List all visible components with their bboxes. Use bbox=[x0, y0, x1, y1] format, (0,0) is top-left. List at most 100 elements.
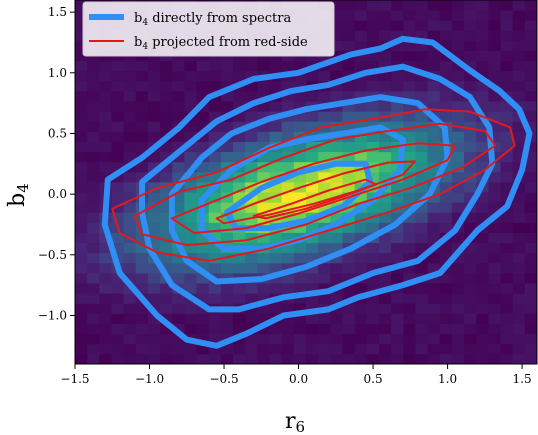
heatmap-cell bbox=[488, 40, 501, 51]
heatmap-cell bbox=[281, 242, 295, 254]
heatmap-cell bbox=[147, 202, 161, 213]
heatmap-cell bbox=[208, 151, 222, 163]
heatmap-cell bbox=[427, 91, 441, 102]
heatmap-cell bbox=[87, 252, 100, 264]
heatmap-cell bbox=[123, 303, 137, 314]
heatmap-cell bbox=[269, 212, 283, 223]
heatmap-cell bbox=[476, 121, 489, 132]
heatmap-cell bbox=[75, 60, 88, 72]
heatmap-cell bbox=[415, 50, 428, 62]
heatmap-cell bbox=[208, 192, 222, 203]
heatmap-cell bbox=[524, 40, 537, 51]
heatmap-cell bbox=[160, 91, 173, 102]
heatmap-cell bbox=[439, 182, 453, 193]
heatmap-cell bbox=[160, 293, 173, 304]
heatmap-cell bbox=[500, 80, 514, 92]
heatmap-cell bbox=[451, 131, 465, 142]
heatmap-cell bbox=[184, 91, 197, 102]
heatmap-cell bbox=[451, 30, 465, 41]
heatmap-cell bbox=[391, 242, 404, 254]
heatmap-cell bbox=[464, 333, 477, 345]
heatmap-cell bbox=[184, 60, 197, 72]
heatmap-cell bbox=[378, 323, 392, 335]
heatmap-cell bbox=[99, 273, 112, 284]
heatmap-cell bbox=[233, 262, 246, 274]
heatmap-cell bbox=[135, 343, 149, 355]
heatmap-cell bbox=[342, 262, 356, 274]
heatmap-cell bbox=[403, 121, 416, 132]
heatmap-cell bbox=[172, 80, 185, 92]
heatmap-cell bbox=[464, 60, 477, 72]
heatmap-cell bbox=[293, 131, 307, 142]
heatmap-cell bbox=[403, 50, 416, 62]
heatmap-cell bbox=[99, 80, 112, 92]
heatmap-cell bbox=[342, 303, 356, 314]
legend-label-red-side: b4 projected from red-side bbox=[134, 35, 308, 52]
heatmap-cell bbox=[172, 222, 185, 233]
heatmap-cell bbox=[318, 343, 331, 355]
heatmap-cell bbox=[500, 343, 514, 355]
heatmap-cell bbox=[476, 242, 489, 254]
heatmap-cell bbox=[354, 0, 368, 11]
heatmap-cell bbox=[476, 40, 489, 51]
heatmap-cell bbox=[500, 60, 514, 72]
heatmap-cell bbox=[111, 151, 125, 163]
heatmap-cell bbox=[427, 60, 441, 72]
heatmap-cell bbox=[111, 333, 125, 345]
heatmap-cell bbox=[87, 171, 100, 183]
heatmap-cell bbox=[123, 252, 137, 264]
heatmap-cell bbox=[330, 111, 343, 122]
heatmap-cell bbox=[415, 202, 428, 213]
heatmap-cell bbox=[245, 171, 258, 183]
heatmap-cell bbox=[111, 293, 125, 304]
heatmap-cell bbox=[439, 202, 453, 213]
heatmap-cell bbox=[233, 91, 246, 102]
heatmap-cell bbox=[123, 121, 137, 132]
heatmap-cell bbox=[403, 182, 416, 193]
heatmap-cell bbox=[123, 60, 137, 72]
heatmap-cell bbox=[451, 50, 465, 62]
heatmap-cell bbox=[500, 131, 514, 142]
heatmap-cell bbox=[147, 70, 161, 82]
heatmap-cell bbox=[488, 293, 501, 304]
heatmap-cell bbox=[318, 151, 331, 163]
heatmap-cell bbox=[196, 121, 210, 132]
heatmap-cell bbox=[257, 343, 270, 355]
heatmap-cell bbox=[257, 60, 270, 72]
heatmap-cell bbox=[415, 60, 428, 72]
heatmap-cell bbox=[123, 182, 137, 193]
heatmap-cell bbox=[403, 70, 416, 82]
heatmap-cell bbox=[524, 273, 537, 284]
heatmap-cell bbox=[220, 232, 234, 244]
heatmap-cell bbox=[281, 121, 295, 132]
heatmap-cell bbox=[87, 273, 100, 284]
heatmap-cell bbox=[488, 91, 501, 102]
heatmap-cell bbox=[318, 91, 331, 102]
red-side-contour-2 bbox=[170, 142, 456, 234]
heatmap-cell bbox=[99, 131, 112, 142]
heatmap-cell bbox=[391, 182, 404, 193]
heatmap-cell bbox=[464, 80, 477, 92]
heatmap-cell bbox=[342, 283, 356, 294]
heatmap-cell bbox=[220, 293, 234, 304]
heatmap-cell bbox=[220, 343, 234, 355]
heatmap-cell bbox=[293, 273, 307, 284]
heatmap-cell bbox=[233, 141, 246, 153]
heatmap-cell bbox=[342, 252, 356, 264]
heatmap-cell bbox=[342, 323, 356, 335]
heatmap-cell bbox=[87, 313, 100, 324]
heatmap-cell bbox=[99, 111, 112, 122]
heatmap-cell bbox=[172, 343, 185, 355]
heatmap-cell bbox=[427, 313, 441, 324]
heatmap-cell bbox=[135, 141, 149, 153]
heatmap-cell bbox=[75, 202, 88, 213]
heatmap-cell bbox=[476, 333, 489, 345]
heatmap-cell bbox=[403, 293, 416, 304]
heatmap-cell bbox=[366, 182, 380, 193]
heatmap-cell bbox=[269, 192, 283, 203]
heatmap-cell bbox=[391, 10, 404, 21]
heatmap-cell bbox=[403, 10, 416, 21]
heatmap-cell bbox=[464, 212, 477, 223]
heatmap-cell bbox=[391, 80, 404, 92]
heatmap-cell bbox=[415, 70, 428, 82]
